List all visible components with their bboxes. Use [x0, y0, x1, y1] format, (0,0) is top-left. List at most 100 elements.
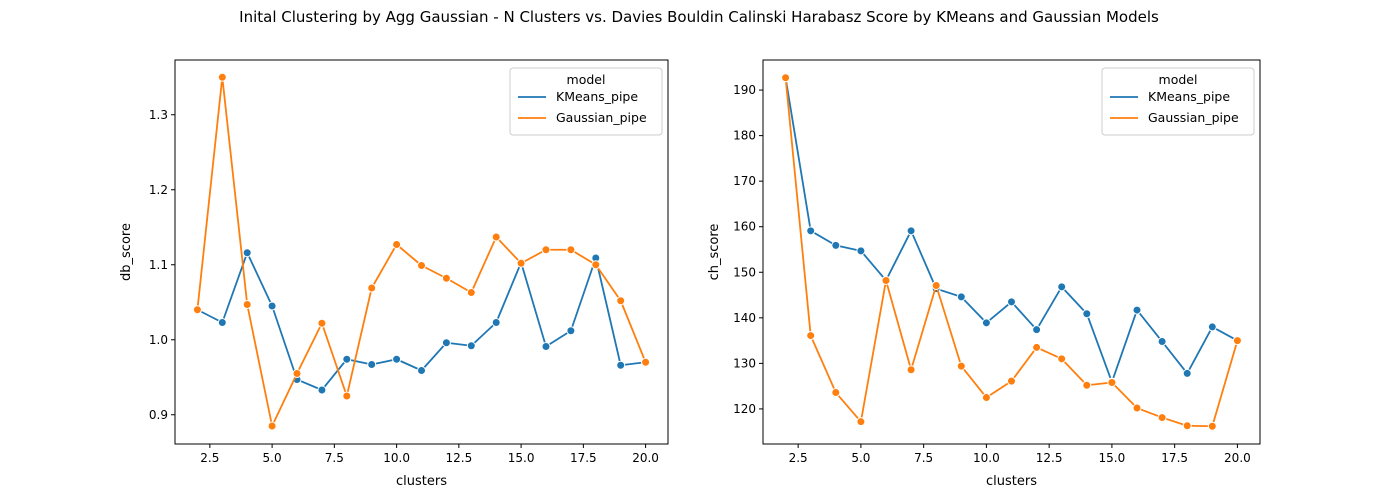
y-tick-label: 1.0 — [149, 333, 168, 347]
data-point — [417, 261, 426, 270]
data-point — [1182, 368, 1192, 378]
data-point — [981, 318, 991, 328]
data-point — [1057, 354, 1067, 364]
data-point — [491, 232, 501, 242]
x-axis-label: clusters — [986, 474, 1037, 489]
y-tick-label: 180 — [733, 129, 756, 143]
x-tick-label: 2.5 — [200, 451, 219, 465]
figure-title: Inital Clustering by Agg Gaussian - N Cl… — [239, 8, 1159, 26]
data-point — [856, 246, 866, 256]
data-point — [1132, 403, 1142, 413]
data-point — [881, 275, 891, 285]
data-point — [342, 354, 352, 364]
data-point — [217, 318, 227, 327]
data-point — [1007, 376, 1016, 386]
y-tick-label: 190 — [733, 83, 756, 97]
data-point — [1082, 309, 1092, 319]
data-point — [267, 301, 277, 311]
data-point — [831, 388, 841, 398]
data-point — [781, 73, 791, 83]
y-tick-label: 1.3 — [149, 108, 168, 122]
x-tick-label: 10.0 — [383, 451, 410, 465]
x-tick-label: 20.0 — [1224, 451, 1251, 465]
data-point — [516, 258, 526, 268]
data-point — [856, 417, 866, 427]
chart-panel-1: 2.5 5.0 7.5 10.0 12.5 15.0 17.5 20.0 0.9 1.0 1.1 1.… — [119, 59, 669, 489]
data-point — [491, 318, 501, 327]
data-point — [367, 360, 377, 369]
data-point — [466, 288, 476, 297]
y-tick-label: 1.1 — [149, 258, 168, 272]
legend-label: Gaussian_pipe — [1148, 110, 1239, 125]
data-point — [392, 354, 402, 364]
data-point — [1157, 413, 1167, 423]
x-tick-label: 7.5 — [914, 451, 933, 465]
data-point — [292, 369, 302, 378]
data-point — [591, 260, 601, 270]
y-tick-label: 120 — [733, 402, 756, 416]
data-point — [217, 72, 227, 82]
plot-frame — [174, 59, 669, 445]
data-point — [831, 240, 841, 250]
chart-panel-2: 2.5 5.0 7.5 10.0 12.5 15.0 17.5 20.0 120 130 140 15… — [707, 59, 1261, 489]
data-point — [806, 226, 816, 236]
y-axis-label: ch_score — [707, 224, 722, 281]
data-point — [956, 361, 966, 371]
data-point — [1107, 378, 1117, 388]
x-tick-label: 5.0 — [263, 451, 282, 465]
data-point — [1207, 322, 1217, 332]
x-tick-label: 15.0 — [1099, 451, 1126, 465]
legend-title: model — [567, 72, 606, 87]
x-tick-label: 7.5 — [325, 451, 344, 465]
data-point — [1082, 380, 1092, 390]
data-point — [1132, 305, 1142, 315]
y-tick-label: 170 — [733, 174, 756, 188]
data-point — [1207, 421, 1217, 431]
legend: model KMeans_pipe Gaussian_pipe — [1101, 67, 1255, 136]
data-point — [616, 360, 626, 370]
x-tick-label: 12.5 — [1036, 451, 1063, 465]
x-tick-label: 20.0 — [632, 451, 659, 465]
data-point — [1232, 336, 1242, 346]
data-point — [242, 300, 252, 309]
data-point — [956, 292, 966, 302]
x-tick-label: 15.0 — [508, 451, 535, 465]
y-tick-label: 130 — [733, 356, 756, 370]
x-tick-label: 17.5 — [570, 451, 597, 465]
y-axis-label: db_score — [119, 223, 134, 281]
legend-label: KMeans_pipe — [1148, 89, 1230, 104]
data-point — [1007, 297, 1016, 307]
x-axis-label: clusters — [396, 474, 447, 489]
x-tick-label: 12.5 — [445, 451, 472, 465]
x-tick-label: 10.0 — [973, 451, 1000, 465]
legend-box — [509, 67, 663, 136]
data-point — [566, 245, 576, 255]
data-point — [1032, 325, 1042, 335]
legend: model KMeans_pipe Gaussian_pipe — [509, 67, 663, 136]
data-point — [1032, 342, 1042, 352]
legend-box — [1101, 67, 1255, 136]
data-point — [641, 357, 651, 367]
data-point — [242, 248, 252, 258]
data-point — [342, 391, 352, 401]
data-point — [441, 338, 451, 348]
y-tick-label: 1.2 — [149, 183, 168, 197]
data-point — [367, 283, 377, 293]
data-point — [466, 341, 476, 351]
plot-frame — [762, 59, 1261, 445]
y-tick-label: 150 — [733, 265, 756, 279]
x-tick-label: 17.5 — [1161, 451, 1188, 465]
data-point — [541, 342, 551, 351]
data-point — [1057, 282, 1067, 292]
data-point — [317, 385, 327, 395]
x-tick-label: 2.5 — [789, 451, 808, 465]
data-point — [906, 226, 916, 236]
legend-title: model — [1159, 72, 1198, 87]
data-point — [616, 296, 626, 306]
data-point — [317, 318, 327, 328]
data-point — [1157, 337, 1167, 347]
data-point — [566, 326, 576, 336]
data-point — [806, 331, 816, 341]
